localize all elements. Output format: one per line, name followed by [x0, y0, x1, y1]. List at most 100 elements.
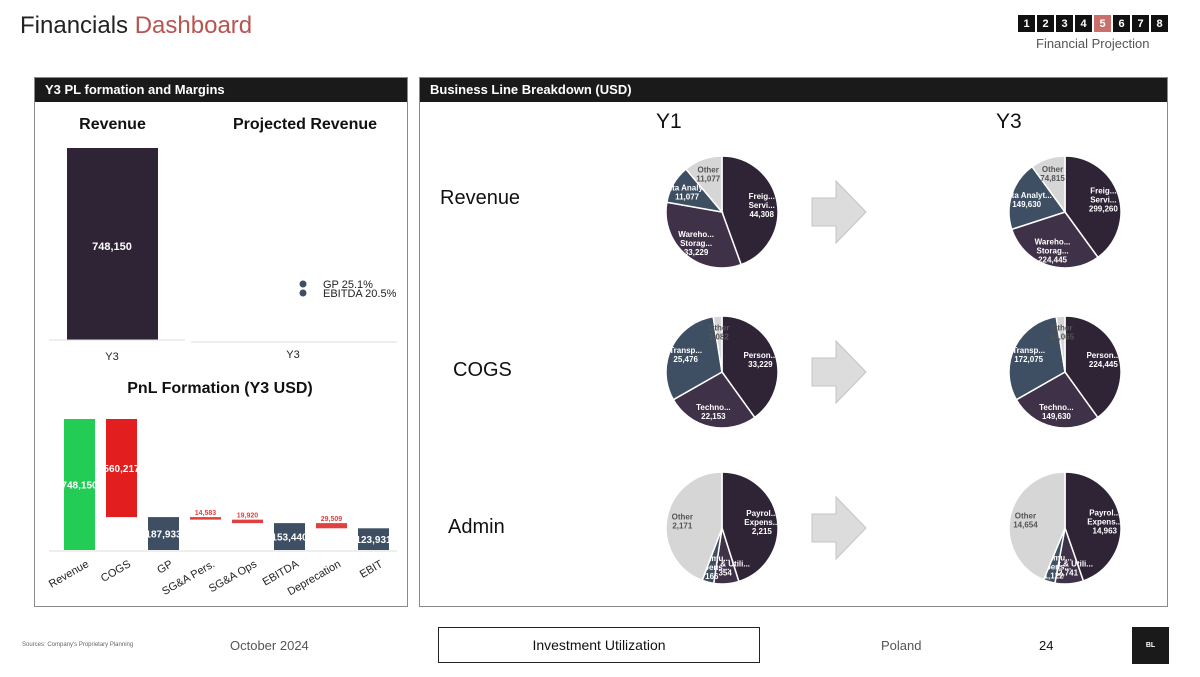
pie-0-label-3-1: 11,077 — [696, 175, 721, 184]
legend-dot-1 — [299, 289, 307, 297]
pie-2-label-0-0: Person... — [743, 351, 777, 360]
pie-2-label-1-0: Techno... — [696, 403, 731, 412]
page-tab-7[interactable]: 7 — [1132, 15, 1149, 32]
pie-4-slice-3 — [665, 471, 723, 582]
pie-2-label-3-1: 2,082 — [709, 332, 730, 341]
revenue-bar-chart: 748,150 Y3 Y3 GP 25.1%EBITDA 20.5% 748,150 56… — [47, 148, 397, 598]
pie-0-label-0-1: Servi... — [749, 201, 775, 210]
pie-2-label-2-1: 25,476 — [673, 355, 698, 364]
title-main: Financials — [20, 12, 129, 39]
pie-5-label-1-1: 2,741 — [1058, 569, 1079, 578]
page-tab-8[interactable]: 8 — [1151, 15, 1168, 32]
pie-0-label-2-0: Data Analyt... — [662, 183, 712, 192]
pie-1-slice-2 — [1008, 165, 1067, 231]
page-tab-4[interactable]: 4 — [1075, 15, 1092, 32]
pie-1-label-2-1: 149,630 — [1012, 200, 1041, 209]
page-tab-2[interactable]: 2 — [1037, 15, 1054, 32]
page-number: 24 — [1039, 638, 1054, 653]
pie-0-label-3-0: Other — [698, 166, 719, 175]
pnl-bar-7 — [358, 528, 389, 550]
pie-4-label-1-0: Rent & Utili... — [700, 560, 750, 569]
pie-3-slice-3 — [1055, 315, 1066, 373]
pie-5-label-2-0: Commu... — [1035, 554, 1071, 563]
pie-1-label-0-1: Servi... — [1090, 196, 1116, 205]
legend-label-1: EBITDA 20.5% — [323, 288, 397, 300]
pnl-x-tick-2: GP — [155, 558, 175, 576]
pnl-bar-6 — [316, 523, 347, 529]
pie-1-label-0-0: Freig... — [1090, 187, 1116, 196]
pnl-bar-4 — [232, 519, 263, 524]
pie-0-slice-0 — [721, 155, 779, 266]
pie-3-label-2-1: 172,075 — [1014, 355, 1043, 364]
pie-1-label-0-2: 299,260 — [1089, 205, 1118, 214]
pnl-bar-label-2: 187,933 — [145, 530, 182, 541]
pie-0-slice-3 — [684, 155, 723, 215]
row-label-revenue: Revenue — [440, 187, 521, 209]
pnl-bar-label-7: 123,931 — [355, 535, 392, 546]
pie-1-label-3-0: Other — [1042, 165, 1063, 174]
pl-panel-header: Y3 PL formation and Margins — [35, 78, 407, 102]
pie-2-slice-0 — [721, 315, 779, 419]
legend-label-0: GP 25.1% — [323, 279, 373, 291]
title-accent: Dashboard — [134, 12, 253, 39]
pnl-formation-title: PnL Formation (Y3 USD) — [127, 380, 313, 397]
pie-0-label-0-0: Freig... — [749, 192, 775, 201]
pie-0-label-0-2: 44,308 — [749, 210, 774, 219]
pie-1-label-1-0: Wareho... — [1035, 237, 1071, 246]
pie-4-label-0-2: 2,215 — [752, 527, 773, 536]
revenue-bar-label: 748,150 — [92, 241, 132, 253]
pie-2-label-1-1: 22,153 — [701, 412, 726, 421]
pie-5-label-0-0: Payrol... — [1089, 508, 1120, 517]
pie-3-label-1-0: Techno... — [1039, 403, 1074, 412]
pie-2-slice-2 — [665, 315, 723, 401]
pie-1-slice-0 — [1064, 155, 1122, 259]
pnl-bar-2 — [148, 517, 179, 550]
page-tab-3[interactable]: 3 — [1056, 15, 1073, 32]
pie-4-label-0-0: Payrol... — [746, 509, 777, 518]
sources-note: Sources: Company's Proprietary Planning — [22, 642, 134, 648]
pie-2-slice-3 — [712, 315, 723, 373]
investment-utilization-button[interactable]: Investment Utilization — [438, 627, 760, 663]
report-date: October 2024 — [230, 638, 309, 653]
pnl-x-tick-1: COGS — [99, 558, 133, 585]
page-tab-5[interactable]: 5 — [1094, 15, 1111, 32]
pie-5-label-2-1: Expens... — [1036, 563, 1071, 572]
pie-0-label-1-1: Storag... — [680, 239, 712, 248]
pie-1-slice-3 — [1031, 155, 1066, 215]
arrow-right-icon-2 — [811, 495, 867, 561]
pnl-bar-label-0: 748,150 — [61, 481, 98, 492]
pie-4-label-0-1: Expens... — [744, 518, 779, 527]
year-label-y3: Y3 — [996, 110, 1022, 133]
page-tab-1[interactable]: 1 — [1018, 15, 1035, 32]
pnl-bar-3 — [190, 517, 221, 520]
revenue-x-tick: Y3 — [105, 351, 118, 363]
pie-0-label-1-2: 33,229 — [684, 248, 709, 257]
pnl-bar-label-1: 560,217 — [103, 464, 140, 475]
pl-formation-panel: Y3 PL formation and Margins Revenue Proj… — [34, 77, 408, 607]
pnl-x-tick-4: SG&A Ops — [207, 558, 259, 595]
pie-0-label-1-0: Wareho... — [678, 230, 714, 239]
year-label-y1: Y1 — [656, 110, 682, 133]
pie-4-label-2-1: Expens... — [694, 563, 729, 572]
arrow-right-icon-0 — [811, 179, 867, 245]
pie-4-label-1-1: 354 — [718, 569, 732, 578]
pie-5-label-3-0: Other — [1015, 512, 1036, 521]
pie-3-slice-0 — [1064, 315, 1122, 419]
pie-2-label-3-0: Other — [708, 323, 729, 332]
business-line-panel: Business Line Breakdown (USD) Y1 Y3 Reve… — [419, 77, 1168, 607]
page-tab-6[interactable]: 6 — [1113, 15, 1130, 32]
pnl-bar-5 — [274, 523, 305, 550]
pnl-bar-1 — [106, 419, 137, 518]
pnl-bar-label-4: 19,920 — [237, 513, 259, 520]
pie-4-slice-0 — [721, 471, 779, 583]
revenue-chart-title: Revenue — [79, 116, 146, 133]
row-label-admin: Admin — [448, 516, 505, 538]
arrow-right-icon-1 — [811, 339, 867, 405]
pie-3-label-2-0: Transp... — [1012, 346, 1045, 355]
pie-1-label-1-1: Storag... — [1037, 246, 1069, 255]
pie-2-label-0-1: 33,229 — [748, 360, 773, 369]
pie-5-label-2-2: 1,122 — [1044, 572, 1065, 581]
pie-3-label-3-0: Other — [1051, 323, 1072, 332]
pie-0-label-2-1: 11,077 — [675, 192, 700, 201]
